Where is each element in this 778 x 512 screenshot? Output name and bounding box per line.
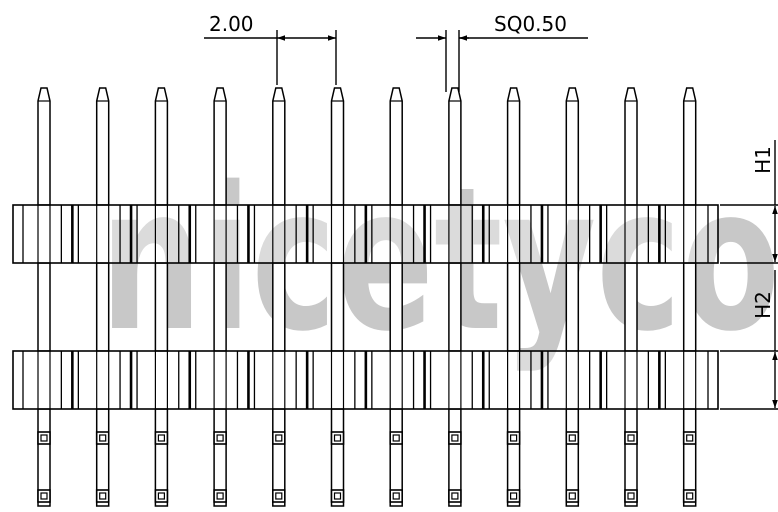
upper-pin xyxy=(389,87,403,206)
upper-pin xyxy=(330,87,345,206)
pin-marker-inner xyxy=(686,434,694,442)
middle-pin xyxy=(330,262,345,352)
pin-marker-inner xyxy=(157,492,165,500)
pin-marker-inner xyxy=(99,492,107,500)
pin-marker-inner xyxy=(392,434,400,442)
middle-pin xyxy=(682,262,697,352)
pin-marker-inner xyxy=(627,492,635,500)
pin-marker-inner xyxy=(451,434,459,442)
pin-marker-inner xyxy=(392,492,400,500)
pin-marker-inner xyxy=(40,434,48,442)
upper-pin xyxy=(95,87,110,206)
pin-marker-inner xyxy=(216,434,224,442)
middle-pin xyxy=(448,262,462,352)
pin-marker-inner xyxy=(157,434,165,442)
h2-dimension: H2 xyxy=(720,270,778,410)
h2-label: H2 xyxy=(751,291,775,319)
middle-pin xyxy=(389,262,403,352)
pin-size-label: SQ0.50 xyxy=(494,12,567,36)
upper-pin xyxy=(565,87,580,206)
middle-pin xyxy=(154,262,169,352)
h1-dimension: H1 xyxy=(720,140,778,264)
upper-pin xyxy=(682,87,697,206)
pin-marker-inner xyxy=(333,434,342,442)
upper-pin xyxy=(272,87,286,206)
pin-size-dimension: SQ0.50 xyxy=(416,12,588,92)
pin-marker-inner xyxy=(275,492,283,500)
middle-pin xyxy=(624,262,638,352)
pitch-dimension: 2.00 xyxy=(204,12,337,85)
pin-header-body xyxy=(12,87,719,507)
upper-pin xyxy=(154,87,169,206)
pin-marker-inner xyxy=(275,434,283,442)
upper-pin xyxy=(37,87,51,206)
pin-marker-inner xyxy=(99,434,107,442)
pin-marker-inner xyxy=(686,492,694,500)
upper-pin xyxy=(506,87,521,206)
upper-pin xyxy=(624,87,638,206)
middle-pin xyxy=(213,262,227,352)
pin-marker-inner xyxy=(216,492,224,500)
pin-marker-inner xyxy=(627,434,635,442)
pin-marker-inner xyxy=(333,492,342,500)
pitch-label: 2.00 xyxy=(209,12,254,36)
middle-pin xyxy=(272,262,286,352)
pin-marker-inner xyxy=(568,434,576,442)
pin-marker-inner xyxy=(451,492,459,500)
middle-pin xyxy=(95,262,110,352)
pin-marker-inner xyxy=(568,492,576,500)
middle-pin xyxy=(37,262,51,352)
upper-pin xyxy=(448,87,462,206)
middle-pin xyxy=(565,262,580,352)
pin-marker-inner xyxy=(510,434,518,442)
h1-label: H1 xyxy=(751,146,775,174)
pin-marker-inner xyxy=(40,492,48,500)
pin-marker-inner xyxy=(510,492,518,500)
middle-pin xyxy=(506,262,521,352)
upper-pin xyxy=(213,87,227,206)
